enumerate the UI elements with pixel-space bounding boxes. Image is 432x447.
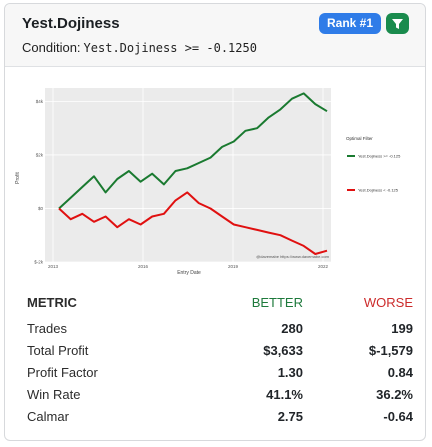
chart-watermark: @davemabe https://www.davemabe.com [256,254,329,259]
worse-value: $-1,579 [368,343,413,358]
metric-row: Calmar 2.75 -0.64 [27,409,413,431]
plot-background [45,88,331,262]
better-value: 1.30 [277,365,303,380]
metric-label: Win Rate [27,387,81,402]
y-tick-label: $4k [36,99,44,104]
y-axis-label: Profit [15,172,21,184]
metric-row: Trades 280 199 [27,321,413,343]
rank-badge[interactable]: Rank #1 [319,13,382,34]
filter-button[interactable] [386,13,409,34]
metrics-header-row: METRIC BETTER WORSE [27,295,413,321]
condition-text: Condition: Yest.Dojiness >= -0.1250 [22,40,257,55]
card-header: Yest.Dojiness Condition: Yest.Dojiness >=… [5,4,425,67]
metric-label: Trades [27,321,67,336]
equity-chart: $-2k $0 $2k $4k 2013 2016 2019 2022 Profit Entr… [13,84,417,276]
x-tick-label: 2016 [138,264,149,269]
worse-value: -0.64 [383,409,413,424]
worse-column-header: WORSE [363,295,413,310]
worse-value: 199 [391,321,413,336]
equity-chart-svg: $-2k $0 $2k $4k 2013 2016 2019 2022 Profit Entr… [15,88,401,276]
filter-card: Yest.Dojiness Condition: Yest.Dojiness >=… [4,3,426,441]
x-axis-label: Entry Date [177,270,201,276]
card-title: Yest.Dojiness [22,15,120,32]
better-value: 280 [281,321,303,336]
series-line-better [58,92,328,210]
worse-value: 36.2% [376,387,413,402]
metric-label: Calmar [27,409,69,424]
x-tick-label: 2019 [228,264,239,269]
series-line-worse [58,191,328,255]
legend-title: Optimal Filter [346,136,373,141]
better-value: $3,633 [263,343,303,358]
x-tick-label: 2022 [318,264,329,269]
metric-row: Total Profit $3,633 $-1,579 [27,343,413,365]
x-tick-label: 2013 [48,264,59,269]
y-tick-label: $2k [36,152,44,157]
worse-value: 0.84 [387,365,413,380]
metric-column-header: METRIC [27,295,77,310]
metrics-table: METRIC BETTER WORSE Trades 280 199 Total Pr… [27,295,413,431]
metric-row: Profit Factor 1.30 0.84 [27,365,413,387]
metric-label: Profit Factor [27,365,98,380]
condition-code: Yest.Dojiness >= -0.1250 [83,41,257,55]
better-value: 41.1% [266,387,303,402]
y-tick-label: $0 [38,206,44,211]
metric-label: Total Profit [27,343,89,358]
legend-label: Yest.Dojiness < -0.125 [358,188,399,193]
better-value: 2.75 [277,409,303,424]
y-tick-label: $-2k [34,260,44,265]
metric-row: Win Rate 41.1% 36.2% [27,387,413,409]
filter-icon [392,18,403,29]
condition-label: Condition: [22,40,81,55]
legend-label: Yest.Dojiness >= -0.125 [358,154,401,159]
better-column-header: BETTER [251,295,303,310]
